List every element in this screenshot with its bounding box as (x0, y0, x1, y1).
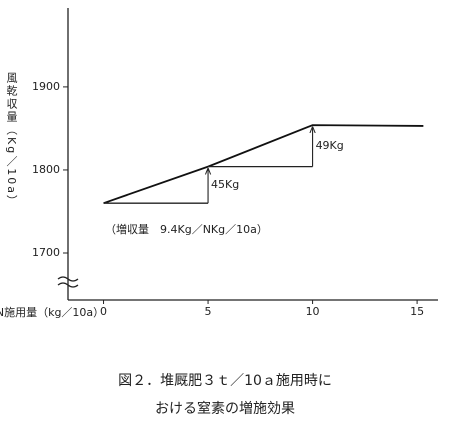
x-tick-label: 10 (306, 305, 320, 318)
annotation: （増収量 9.4Kg／NKg／10a） (105, 223, 268, 236)
y-tick-label: 1800 (32, 163, 60, 176)
x-tick-label: 0 (100, 305, 107, 318)
x-tick-label: 5 (205, 305, 212, 318)
y-axis-label: 風乾収量（Kg／10a） (5, 72, 18, 208)
y-tick-label: 1900 (32, 80, 60, 93)
annotation: 49Kg (316, 139, 344, 152)
caption-line: おける窒素の増施効果 (155, 401, 295, 417)
chart: N施用量（kg／10a） 1700 1800 1900 0 5 10 15 45Kg 49Kg （… (0, 8, 438, 319)
data-line (103, 124, 424, 205)
axis-break (57, 276, 79, 288)
x-axis-label: N施用量（kg／10a） (0, 306, 104, 319)
annotation: 45Kg (211, 178, 239, 191)
x-tick-label: 15 (410, 305, 424, 318)
y-tick-label: 1700 (32, 246, 60, 259)
caption-line: 図２．堆厩肥３ｔ／10ａ施用時に (118, 373, 332, 389)
